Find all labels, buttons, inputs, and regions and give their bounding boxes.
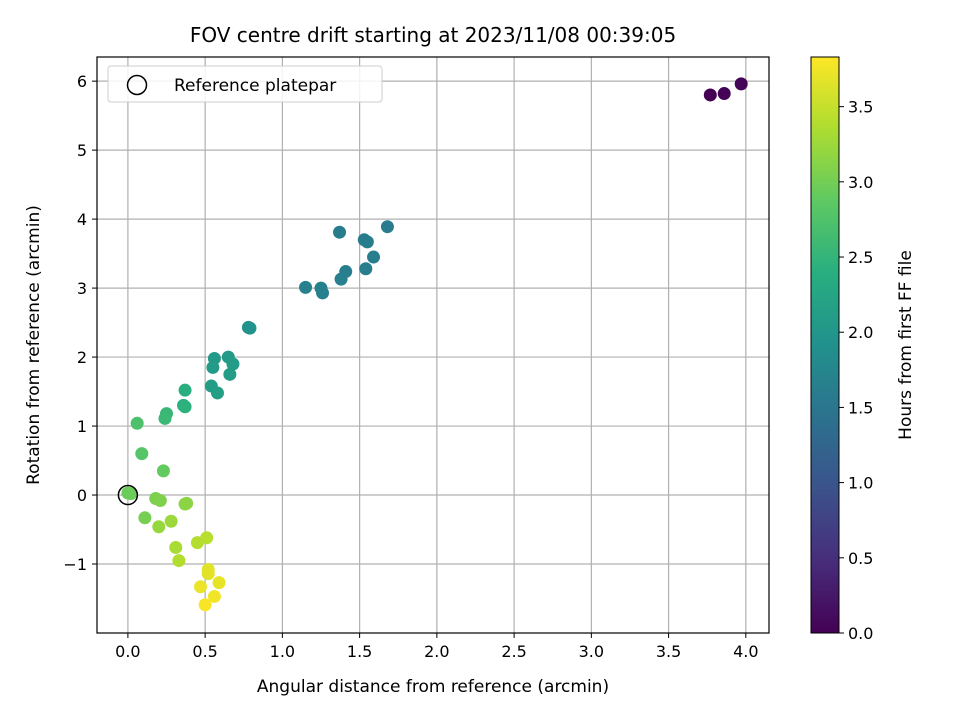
x-tick-label: 1.0	[270, 642, 295, 661]
colorbar-tick-label: 3.0	[848, 173, 873, 192]
data-point	[138, 511, 152, 525]
data-point	[243, 321, 257, 335]
data-point	[212, 576, 226, 590]
plot-frame	[96, 56, 770, 634]
x-tick-label: 2.0	[424, 642, 449, 661]
data-points	[121, 77, 748, 612]
data-point	[198, 598, 212, 612]
y-tick-label: −1	[63, 555, 87, 574]
x-axis-ticks: 0.0 0.5 1.0 1.5 2.0 2.5 3.0 3.5 4.0	[115, 633, 759, 661]
data-point	[334, 272, 348, 286]
legend-box	[107, 65, 383, 103]
data-point	[200, 531, 214, 545]
data-point	[223, 367, 237, 381]
x-tick-label: 3.5	[656, 642, 681, 661]
chart-title: FOV centre drift starting at 2023/11/08 …	[190, 23, 676, 47]
x-axis-label: Angular distance from reference (arcmin)	[257, 677, 609, 697]
y-axis-ticks: −1 0 1 2 3 4 5 6	[63, 72, 97, 574]
x-tick-label: 3.0	[579, 642, 604, 661]
y-tick-label: 2	[77, 348, 87, 367]
data-point	[380, 220, 394, 234]
grid-lines	[97, 57, 769, 633]
legend-marker-icon	[126, 74, 148, 96]
y-axis-label: Rotation from reference (arcmin)	[24, 205, 44, 485]
colorbar-tick-label: 0.5	[848, 549, 873, 568]
data-point	[360, 235, 374, 249]
colorbar-ticks: 0.0 0.5 1.0 1.5 2.0 2.5 3.0 3.5	[839, 98, 873, 643]
data-point	[152, 520, 166, 534]
data-point	[717, 87, 731, 101]
data-point	[333, 225, 347, 239]
data-point	[178, 400, 192, 414]
legend-label: Reference platepar	[174, 76, 336, 96]
reference-marker-group	[117, 484, 139, 506]
y-tick-label: 1	[77, 417, 87, 436]
data-point	[316, 286, 330, 300]
data-point	[169, 540, 183, 554]
data-point	[207, 589, 221, 603]
data-point	[124, 487, 138, 501]
colorbar-tick-label: 3.5	[848, 98, 873, 117]
data-point	[153, 494, 167, 508]
colorbar-gradient	[810, 56, 840, 634]
colorbar-tick-label: 2.5	[848, 248, 873, 267]
data-point	[156, 464, 170, 478]
colorbar-tick-label: 1.0	[848, 474, 873, 493]
data-point	[210, 386, 224, 400]
data-point	[206, 360, 220, 374]
data-point	[194, 580, 208, 594]
data-point	[135, 447, 149, 461]
colorbar: 0.0 0.5 1.0 1.5 2.0 2.5 3.0 3.5 Hours from firs…	[810, 56, 916, 643]
colorbar-tick-label: 2.0	[848, 323, 873, 342]
y-tick-label: 4	[77, 210, 87, 229]
data-point	[226, 357, 240, 371]
data-point	[178, 497, 192, 511]
reference-platepar-marker	[117, 484, 139, 506]
data-point	[359, 262, 373, 276]
data-point	[158, 411, 172, 425]
y-tick-label: 5	[77, 141, 87, 160]
x-tick-label: 4.0	[733, 642, 758, 661]
data-point	[172, 554, 186, 568]
x-tick-label: 2.5	[501, 642, 526, 661]
x-tick-label: 1.5	[347, 642, 372, 661]
data-point	[130, 416, 144, 430]
y-tick-label: 0	[77, 486, 87, 505]
data-point	[299, 280, 313, 294]
data-point	[164, 514, 178, 528]
x-tick-label: 0.5	[192, 642, 217, 661]
colorbar-tick-label: 1.5	[848, 398, 873, 417]
y-tick-label: 3	[77, 279, 87, 298]
colorbar-tick-label: 0.0	[848, 624, 873, 643]
colorbar-label: Hours from first FF file	[896, 250, 916, 440]
legend: Reference platepar	[107, 65, 383, 103]
data-point	[734, 77, 748, 91]
data-point	[703, 88, 717, 102]
y-tick-label: 6	[77, 72, 87, 91]
data-point	[178, 383, 192, 397]
data-point	[367, 250, 381, 264]
x-tick-label: 0.0	[115, 642, 140, 661]
data-point	[201, 567, 215, 581]
